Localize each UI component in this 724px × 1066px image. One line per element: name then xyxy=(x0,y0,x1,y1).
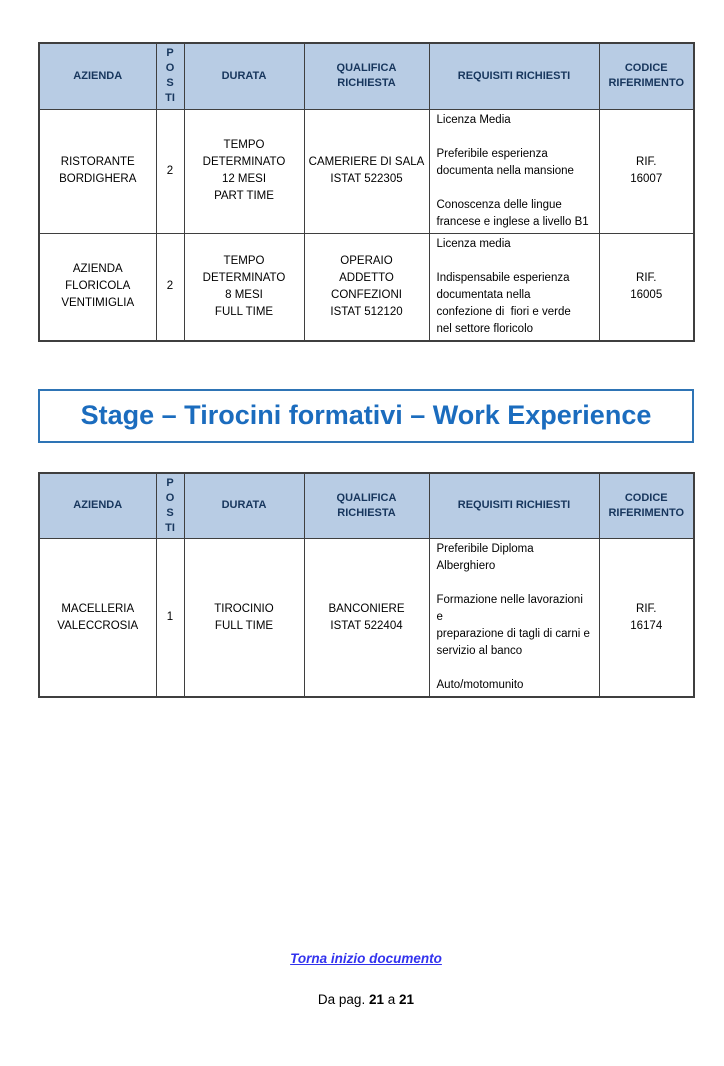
page-number-prefix: Da pag. xyxy=(317,992,366,1007)
column-header-posti: P O S TI xyxy=(155,42,185,110)
header-row: AZIENDA P O S TI DURATA QUALIFICA RICHIESTA REQU… xyxy=(38,472,695,539)
column-header-requisiti: REQUISITI RICHIESTI xyxy=(428,42,600,110)
table-row: AZIENDA FLORICOLA VENTIMIGLIA 2 TEMPO DETERMI… xyxy=(38,232,695,341)
cell-qualifica: BANCONIERE ISTAT 522404 xyxy=(303,538,430,698)
cell-azienda: RISTORANTE BORDIGHERA xyxy=(38,108,157,234)
page-number-sep: a xyxy=(387,992,396,1007)
cell-codice: RIF. 16174 xyxy=(598,538,695,698)
back-to-top-row: Torna inizio documento xyxy=(38,950,694,968)
cell-posti: 2 xyxy=(155,108,185,234)
cell-codice: RIF. 16007 xyxy=(598,108,695,234)
column-header-requisiti: REQUISITI RICHIESTI xyxy=(428,472,600,539)
column-header-qualifica: QUALIFICA RICHIESTA xyxy=(303,42,430,110)
column-header-qualifica: QUALIFICA RICHIESTA xyxy=(303,472,430,539)
job-offers-table: AZIENDA P O S TI DURATA QUALIFICA RICHIESTA REQU… xyxy=(38,42,695,342)
cell-codice: RIF. 16005 xyxy=(598,232,695,341)
table-row: MACELLERIA VALECCROSIA 1 TIROCINIO FULL TIME… xyxy=(38,538,695,698)
cell-posti: 2 xyxy=(155,232,185,341)
cell-posti: 1 xyxy=(155,538,185,698)
cell-durata: TIROCINIO FULL TIME xyxy=(183,538,305,698)
cell-requisiti: Licenza Media Preferibile esperienza docu… xyxy=(428,108,600,234)
column-header-codice: CODICE RIFERIMENTO xyxy=(598,42,695,110)
cell-durata: TEMPO DETERMINATO 8 MESI FULL TIME xyxy=(183,232,305,341)
header-row: AZIENDA P O S TI DURATA QUALIFICA RICHIESTA REQU… xyxy=(38,42,695,110)
cell-azienda: MACELLERIA VALECCROSIA xyxy=(38,538,157,698)
column-header-azienda: AZIENDA xyxy=(38,472,157,539)
cell-requisiti: Licenza media Indispensabile esperienza d… xyxy=(428,232,600,341)
page-number: Da pag. 21 a 21 xyxy=(38,992,694,1007)
cell-requisiti: Preferibile Diploma Alberghiero Formazion… xyxy=(428,538,600,698)
page-number-from: 21 xyxy=(368,992,384,1007)
page-number-to: 21 xyxy=(399,992,415,1007)
column-header-posti: P O S TI xyxy=(155,472,185,539)
column-header-codice: CODICE RIFERIMENTO xyxy=(598,472,695,539)
column-header-azienda: AZIENDA xyxy=(38,42,157,110)
cell-qualifica: OPERAIO ADDETTO CONFEZIONI ISTAT 512120 xyxy=(303,232,430,341)
table-row: RISTORANTE BORDIGHERA 2 TEMPO DETERMINATO 12 … xyxy=(38,108,695,234)
column-header-durata: DURATA xyxy=(183,42,305,110)
section-heading: Stage – Tirocini formativi – Work Experi… xyxy=(80,400,652,430)
cell-durata: TEMPO DETERMINATO 12 MESI PART TIME xyxy=(183,108,305,234)
stage-table: AZIENDA P O S TI DURATA QUALIFICA RICHIESTA REQU… xyxy=(38,471,695,698)
document-page: AZIENDA P O S TI DURATA QUALIFICA RICHIESTA REQU… xyxy=(0,42,724,1066)
content-area: AZIENDA P O S TI DURATA QUALIFICA RICHIESTA REQU… xyxy=(38,42,695,1007)
section-heading-box: Stage – Tirocini formativi – Work Experi… xyxy=(38,388,694,443)
column-header-durata: DURATA xyxy=(183,472,305,539)
cell-qualifica: CAMERIERE DI SALA ISTAT 522305 xyxy=(303,108,430,234)
back-to-top-link[interactable]: Torna inizio documento xyxy=(290,951,442,966)
cell-azienda: AZIENDA FLORICOLA VENTIMIGLIA xyxy=(38,232,157,341)
